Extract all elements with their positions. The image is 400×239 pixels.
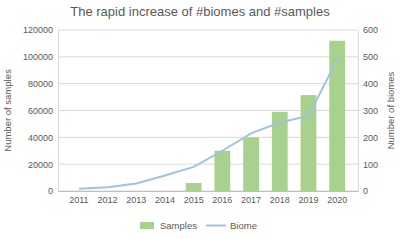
x-tick: 2020 <box>327 191 347 205</box>
x-tick: 2013 <box>126 191 146 205</box>
bar <box>243 137 259 191</box>
legend-swatch <box>140 222 154 229</box>
line <box>79 60 337 189</box>
tick-label: 100 <box>363 160 378 170</box>
marks <box>79 41 345 191</box>
tick-label: 600 <box>363 25 378 35</box>
x-tick: 2012 <box>98 191 118 205</box>
y2-tick: 400 <box>358 79 378 89</box>
tick-label: 60000 <box>28 106 53 116</box>
tick-label: 2012 <box>98 195 118 205</box>
bar <box>100 191 116 192</box>
grid-line <box>58 83 358 84</box>
tick-label: 2018 <box>270 195 290 205</box>
tick-label: 80000 <box>28 79 53 89</box>
legend-swatch <box>206 225 226 227</box>
legend: Samples Biome <box>140 220 257 231</box>
y2-tick: 600 <box>358 25 378 35</box>
x-tick: 2018 <box>270 191 290 205</box>
y2-tick: 0 <box>358 186 368 196</box>
grid <box>58 30 358 191</box>
bar <box>329 41 345 191</box>
legend-label: Samples <box>160 220 197 231</box>
tick-label: 0 <box>48 186 53 196</box>
x-axis: 2011 2012 2013 2014 2015 2016 2017 2018 2019 2020 <box>59 191 359 205</box>
tick-label: 2019 <box>298 195 318 205</box>
x-tick: 2011 <box>69 191 88 205</box>
tick-label: 20000 <box>28 160 53 170</box>
bar-series <box>186 41 345 191</box>
legend-label: Biome <box>230 220 257 231</box>
tick-label: 0 <box>363 186 368 196</box>
y-tick: 40000 <box>28 133 58 143</box>
tick-label: 2017 <box>241 195 261 205</box>
y2-tick: 100 <box>358 160 378 170</box>
tick-label: 2014 <box>155 195 175 205</box>
y-tick: 120000 <box>23 25 58 35</box>
y-tick: 60000 <box>28 106 58 116</box>
chart: 0 20000 40000 60000 80000 100000 120000 0 100 200… <box>0 0 400 239</box>
x-tick: 2014 <box>155 191 175 205</box>
axis-line <box>58 31 59 192</box>
y-axis-title: Number of samples <box>2 69 13 152</box>
tick-label: 2016 <box>212 195 232 205</box>
tick-label: 40000 <box>28 133 53 143</box>
tick-label: 120000 <box>23 25 53 35</box>
y-tick: 80000 <box>28 79 58 89</box>
tick-label: 300 <box>363 106 378 116</box>
tick-label: 500 <box>363 52 378 62</box>
tick-label: 2013 <box>126 195 146 205</box>
title: The rapid increase of #biomes and #sampl… <box>70 4 330 19</box>
x-tick: 2016 <box>212 191 232 205</box>
bar <box>186 183 202 191</box>
y2-axis: 0 100 200 300 400 500 600 <box>358 25 378 196</box>
bar <box>128 191 144 192</box>
axis-line <box>358 31 359 192</box>
tick-label: 2015 <box>184 195 204 205</box>
y-tick: 0 <box>48 186 58 196</box>
tick-label: 2020 <box>327 195 347 205</box>
bar <box>157 191 173 192</box>
y-tick: 100000 <box>23 52 58 62</box>
y2-tick: 500 <box>358 52 378 62</box>
tick-label: 400 <box>363 79 378 89</box>
y-tick: 20000 <box>28 160 58 170</box>
x-tick: 2017 <box>241 191 261 205</box>
grid-line <box>58 30 358 31</box>
axis-line <box>59 191 359 192</box>
y2-tick: 300 <box>358 106 378 116</box>
x-tick: 2019 <box>298 191 318 205</box>
plot-area: 0 20000 40000 60000 80000 100000 120000 0 100 200… <box>23 25 378 205</box>
grid-line <box>58 56 358 57</box>
y2-axis-title: Number of biomes <box>385 71 396 149</box>
bar <box>214 151 230 191</box>
tick-label: 2011 <box>69 195 88 205</box>
bar <box>301 95 317 191</box>
bar <box>71 191 87 192</box>
tick-label: 100000 <box>23 52 53 62</box>
x-tick: 2015 <box>184 191 204 205</box>
tick-label: 200 <box>363 133 378 143</box>
y-axis: 0 20000 40000 60000 80000 100000 120000 <box>23 25 59 196</box>
y2-tick: 200 <box>358 133 378 143</box>
